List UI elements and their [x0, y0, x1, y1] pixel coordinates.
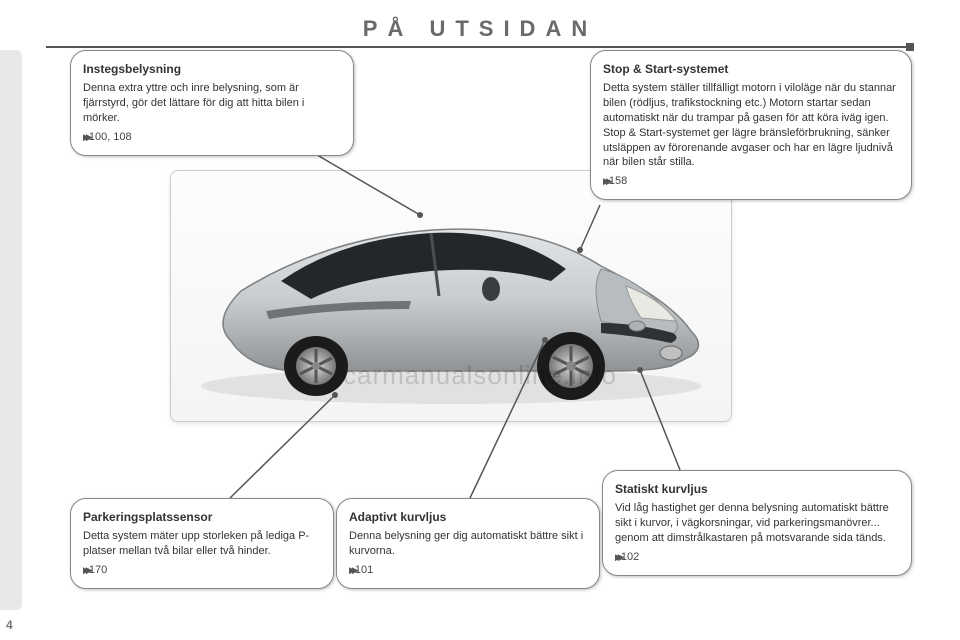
callout-body: Denna belysning ger dig automatiskt bätt…	[349, 529, 587, 559]
callout-ref: 158	[603, 174, 899, 189]
callout-body: Denna extra yttre och inre belysning, so…	[83, 81, 341, 126]
car-illustration	[170, 170, 732, 422]
side-tab	[0, 50, 22, 610]
callout-body: Vid låg hastighet ger denna belysning au…	[615, 501, 899, 546]
callout-statiskt-kurvljus: Statiskt kurvljus Vid låg hastighet ger …	[602, 470, 912, 576]
callout-instegsbelysning: Instegsbelysning Denna extra yttre och i…	[70, 50, 354, 156]
callout-ref: 100, 108	[83, 130, 341, 145]
callout-body: Detta system ställer tillfälligt motorn …	[603, 81, 899, 170]
callout-ref: 170	[83, 563, 321, 578]
page-title: PÅ UTSIDAN	[36, 10, 924, 46]
callout-adaptivt-kurvljus: Adaptivt kurvljus Denna belysning ger di…	[336, 498, 600, 589]
callout-title: Adaptivt kurvljus	[349, 509, 587, 525]
callout-title: Instegsbelysning	[83, 61, 341, 77]
callout-ref: 102	[615, 550, 899, 565]
car-svg	[171, 171, 731, 421]
callout-parkering: Parkeringsplatssensor Detta system mäter…	[70, 498, 334, 589]
callout-ref: 101	[349, 563, 587, 578]
callout-title: Parkeringsplatssensor	[83, 509, 321, 525]
page-number: 4	[6, 618, 13, 632]
callout-title: Statiskt kurvljus	[615, 481, 899, 497]
callout-body: Detta system mäter upp storleken på ledi…	[83, 529, 321, 559]
callout-title: Stop & Start-systemet	[603, 61, 899, 77]
title-rule	[46, 46, 914, 48]
callout-stop-start: Stop & Start-systemet Detta system ställ…	[590, 50, 912, 200]
